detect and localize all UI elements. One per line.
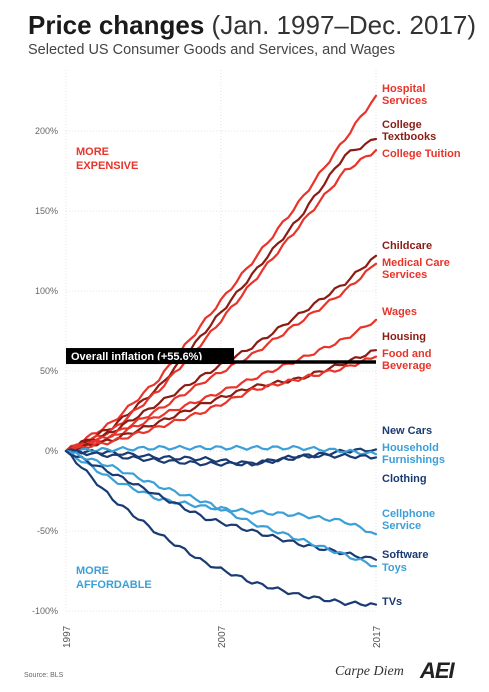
series-label-college-tuition: College Tuition <box>382 148 461 160</box>
title-date-range: (Jan. 1997–Dec. 2017) <box>204 10 477 40</box>
series-label-food-and-beverage: Beverage <box>382 360 432 372</box>
y-tick-label: 0% <box>45 446 58 456</box>
chart-title: Price changes (Jan. 1997–Dec. 2017) <box>28 10 483 40</box>
series-label-toys: Toys <box>382 562 407 574</box>
series-line-wages <box>64 318 378 453</box>
series-line-clothing <box>64 449 378 467</box>
series-lines <box>64 94 378 607</box>
series-label-college-textbooks: College <box>382 119 422 131</box>
series-line-college-tuition <box>64 149 378 453</box>
y-tick-label: 50% <box>40 366 58 376</box>
y-tick-label: 100% <box>35 286 58 296</box>
source-note: Source: BLS <box>24 672 64 679</box>
series-labels: HospitalServicesCollegeTextbooksCollege … <box>382 83 461 608</box>
more-expensive-line1: MORE <box>76 146 109 158</box>
series-label-childcare: Childcare <box>382 240 432 252</box>
series-label-medical-care-services: Medical Care <box>382 257 450 269</box>
y-axis-ticks: 200% 150% 100% 50% 0% -50% -100% <box>32 126 58 616</box>
y-tick-label: -100% <box>32 606 58 616</box>
more-affordable-line1: MORE <box>76 565 109 577</box>
series-label-new-cars: New Cars <box>382 425 432 437</box>
series-label-hospital-services: Services <box>382 95 427 107</box>
gridlines <box>65 70 377 612</box>
series-label-household-furnishings: Household <box>382 442 439 454</box>
series-line-software <box>64 449 378 561</box>
series-label-cellphone-service: Cellphone <box>382 508 435 520</box>
chart-subtitle: Selected US Consumer Goods and Services,… <box>28 42 395 58</box>
series-label-housing: Housing <box>382 331 426 343</box>
series-line-food-and-beverage <box>64 355 378 453</box>
y-tick-label: -50% <box>37 526 58 536</box>
x-tick-label: 2007 <box>217 625 228 648</box>
overall-inflation-box <box>66 348 234 365</box>
series-line-tvs <box>64 449 378 607</box>
series-label-cellphone-service: Service <box>382 520 421 532</box>
region-annotations: MORE EXPENSIVE MORE AFFORDABLE <box>76 146 152 591</box>
series-label-household-furnishings: Furnishings <box>382 454 445 466</box>
x-tick-label: 2017 <box>372 625 383 648</box>
series-label-medical-care-services: Services <box>382 269 427 281</box>
series-label-food-and-beverage: Food and <box>382 348 432 360</box>
series-line-toys <box>64 449 378 568</box>
overall-inflation-marker: Overall inflation (+55.6%) <box>66 348 376 365</box>
x-axis-ticks: 1997 2007 2017 <box>62 625 383 648</box>
more-expensive-line2: EXPENSIVE <box>76 160 138 172</box>
y-tick-label: 200% <box>35 126 58 136</box>
series-label-wages: Wages <box>382 306 417 318</box>
carpe-diem-credit: Carpe Diem <box>335 664 404 679</box>
y-tick-label: 150% <box>35 206 58 216</box>
series-line-college-textbooks <box>64 137 378 453</box>
series-line-cellphone-service <box>64 449 378 536</box>
x-tick-label: 1997 <box>62 625 73 648</box>
series-line-medical-care-services <box>64 262 378 453</box>
more-affordable-line2: AFFORDABLE <box>76 579 152 591</box>
series-line-household-furnishings <box>64 444 378 456</box>
title-block: Price changes (Jan. 1997–Dec. 2017) Sele… <box>28 10 483 58</box>
series-label-college-textbooks: Textbooks <box>382 131 436 143</box>
series-label-clothing: Clothing <box>382 473 427 485</box>
series-label-software: Software <box>382 549 428 561</box>
series-label-tvs: TVs <box>382 596 402 608</box>
aei-logo: AEI <box>420 658 455 683</box>
series-label-hospital-services: Hospital <box>382 83 425 95</box>
title-bold: Price changes <box>28 10 205 40</box>
series-line-hospital-services <box>64 94 378 453</box>
overall-inflation-label: Overall inflation (+55.6%) <box>71 351 202 363</box>
